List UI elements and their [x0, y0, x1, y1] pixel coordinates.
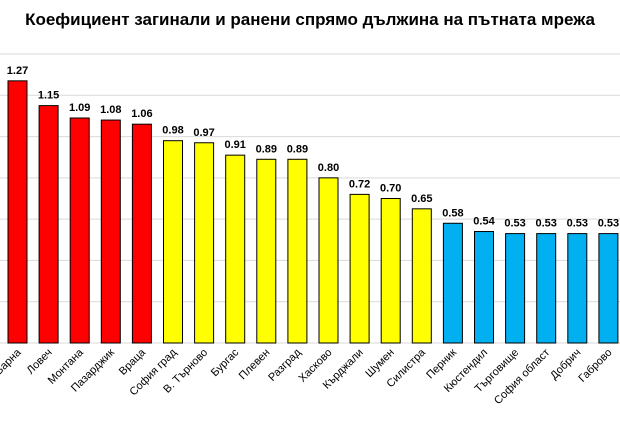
value-label: 0.89 [256, 143, 277, 155]
gridlines [0, 53, 620, 344]
value-label: 0.53 [535, 218, 556, 230]
value-label: 1.08 [100, 104, 121, 116]
category-label: Варна [0, 346, 24, 378]
value-label: 0.72 [349, 178, 370, 190]
bar [69, 117, 90, 344]
value-label: 0.54 [473, 216, 495, 228]
value-label: 1.27 [7, 65, 28, 77]
bar [411, 208, 432, 344]
bar [318, 177, 339, 344]
bar [256, 158, 277, 344]
category-label: Габрово [576, 347, 614, 385]
value-label: 0.65 [411, 193, 432, 205]
bar [163, 140, 183, 344]
bar [194, 142, 215, 344]
value-label: 0.80 [318, 162, 339, 174]
value-labels: 1.27 1.15 1.09 1.08 1.06 0.98 0.97 0.91 0.89 0.89… [7, 65, 619, 230]
chart-title: Коефициент загинали и ранени спрямо дълж… [25, 10, 595, 29]
value-label: 0.53 [598, 218, 619, 230]
category-label: София област [492, 347, 552, 407]
value-label: 0.91 [224, 139, 245, 151]
bar [505, 233, 526, 344]
bar [225, 154, 246, 344]
bar [349, 193, 370, 344]
value-label: 1.15 [38, 90, 59, 102]
bar [567, 233, 588, 344]
value-label: 0.70 [380, 183, 401, 195]
bars [7, 80, 619, 344]
bar [100, 119, 121, 344]
bar [442, 222, 463, 344]
value-label: 1.06 [131, 108, 152, 120]
value-label: 0.89 [287, 143, 308, 155]
value-label: 1.09 [69, 102, 90, 114]
value-label: 0.53 [567, 218, 588, 230]
value-label: 0.97 [193, 127, 214, 139]
bar [474, 231, 494, 344]
category-label: Ловеч [25, 347, 55, 377]
bar [536, 233, 557, 344]
bar [131, 123, 152, 344]
bar [287, 158, 308, 344]
bar [380, 198, 401, 344]
value-label: 0.58 [442, 207, 463, 219]
value-label: 0.53 [504, 218, 525, 230]
value-label: 0.98 [162, 125, 183, 137]
bar [7, 80, 28, 344]
bar [598, 233, 619, 344]
bar [38, 105, 59, 344]
